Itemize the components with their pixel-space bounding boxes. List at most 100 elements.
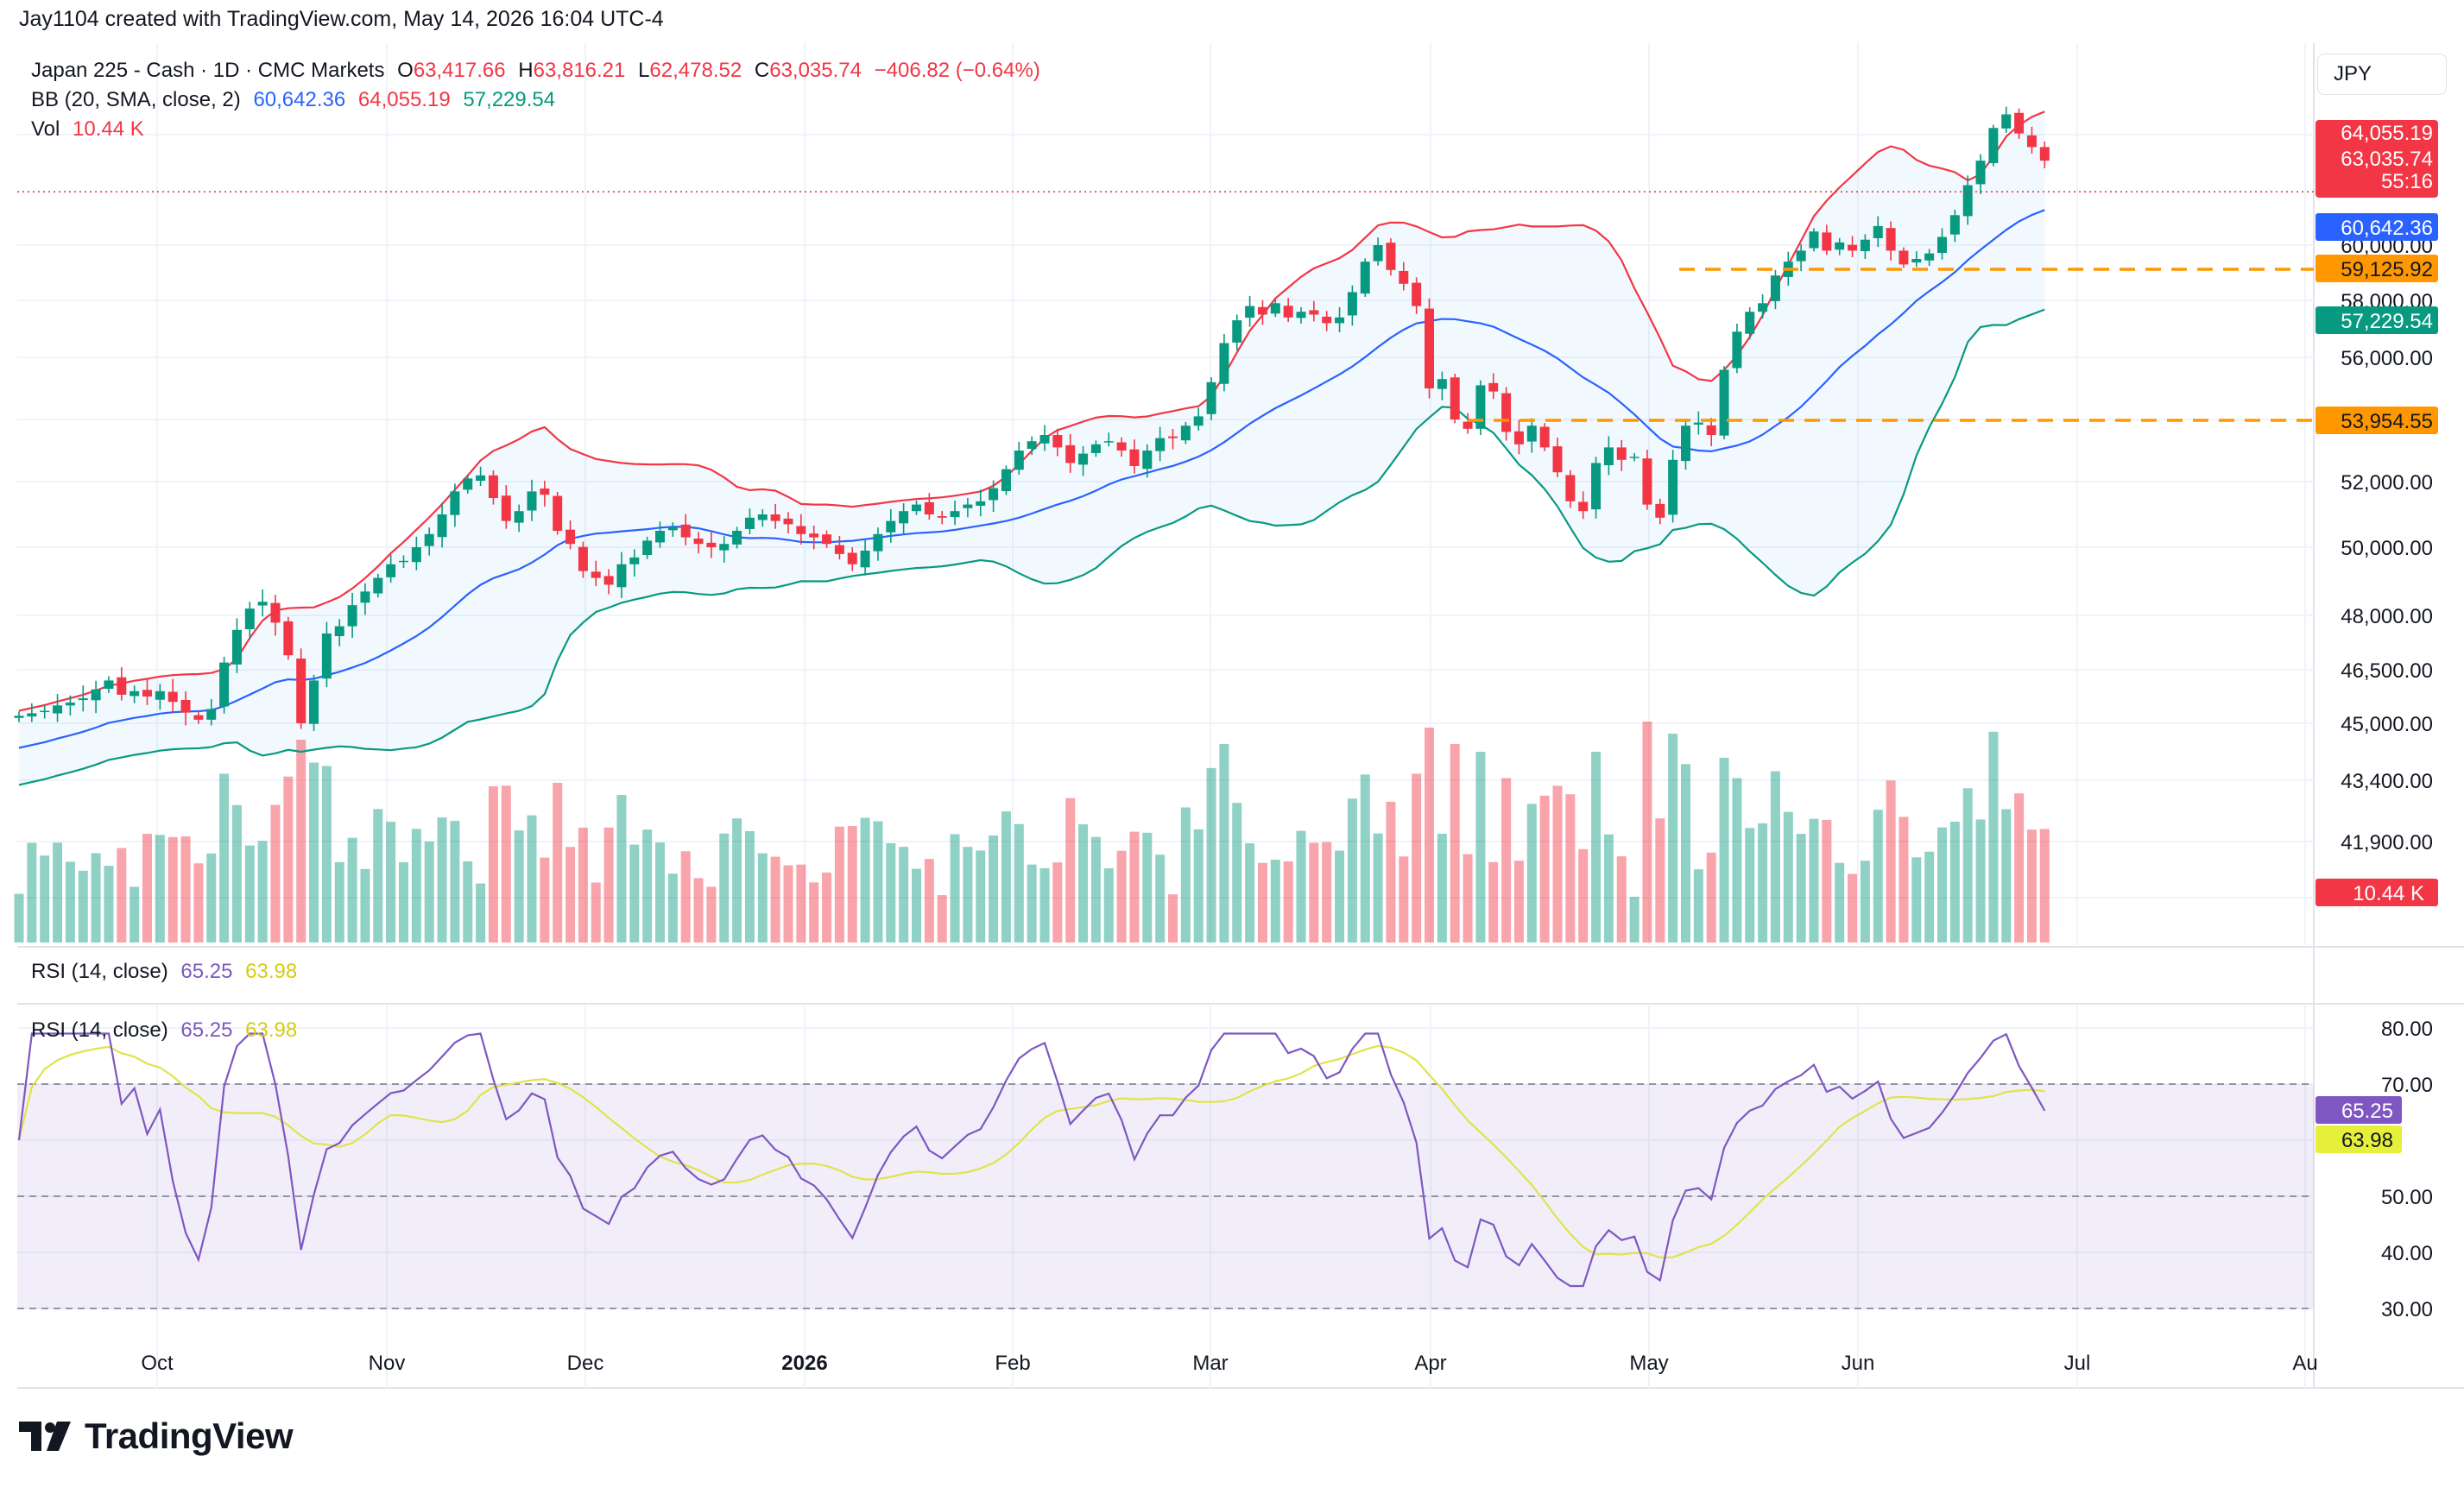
volume-bar	[655, 842, 665, 943]
volume-bar	[1848, 873, 1858, 943]
volume-bar	[283, 776, 294, 943]
candle-body	[1245, 306, 1255, 318]
rsi-ma-badge-label: 63.98	[2341, 1129, 2393, 1152]
candles	[14, 106, 2050, 731]
volume-bar	[553, 783, 563, 943]
candle-body	[1949, 215, 1960, 235]
candle-body	[488, 475, 498, 498]
candle-body	[1052, 435, 1063, 448]
volume-bar	[1962, 788, 1973, 943]
rsi-value-2: 65.25	[180, 1018, 233, 1042]
candle-body	[1322, 316, 1332, 324]
volume-bar	[1168, 894, 1178, 943]
candle-body	[1886, 228, 1896, 251]
candle-body	[1975, 161, 1986, 185]
volume-bar	[463, 861, 473, 943]
candle-body	[693, 538, 704, 545]
candle-body	[1437, 379, 1447, 389]
candle-body	[219, 662, 230, 707]
volume-bar	[963, 847, 973, 943]
volume-bar	[450, 821, 460, 943]
volume-bar	[1245, 843, 1255, 943]
candle-body	[1962, 185, 1973, 217]
volume-bar	[834, 826, 844, 943]
volume-bar	[1090, 836, 1101, 943]
candle-body	[1090, 444, 1101, 453]
volume-bar	[1450, 743, 1460, 943]
candle-body	[270, 602, 281, 623]
candle-body	[744, 517, 755, 529]
rsi-label[interactable]: RSI (14, close)	[31, 960, 168, 983]
candle-body	[231, 629, 242, 665]
volume-bar	[642, 829, 653, 943]
candle-body	[334, 626, 344, 637]
volume-bar	[1899, 817, 1909, 943]
volume-bar	[1860, 861, 1870, 943]
price-tick-label: 48,000.00	[2341, 605, 2433, 628]
candle-body	[2014, 112, 2025, 134]
candle-body	[989, 488, 999, 501]
candle-body	[1924, 253, 1935, 261]
volume-bar	[1052, 862, 1063, 943]
rsi-label-2[interactable]: RSI (14, close)	[31, 1018, 168, 1042]
candle-body	[2039, 147, 2050, 161]
symbol-name[interactable]: Japan 225 - Cash · 1D · CMC Markets	[31, 59, 385, 82]
candle-body	[924, 501, 934, 514]
candle-body	[155, 690, 165, 700]
volume-bar	[757, 853, 768, 943]
volume-bar	[1681, 764, 1690, 943]
candle-body	[244, 608, 255, 630]
volume-bar	[1488, 861, 1499, 943]
rsi-tick-label: 30.00	[2381, 1298, 2433, 1321]
rsi-tick-label: 40.00	[2381, 1242, 2433, 1265]
volume-bar	[1437, 833, 1447, 943]
volume-bar	[693, 878, 704, 943]
volume-bar	[873, 821, 883, 943]
candle-body	[1848, 244, 1858, 251]
candle-body	[1860, 239, 1870, 251]
candle-body	[783, 518, 793, 525]
volume-bar	[1796, 834, 1806, 943]
candle-body	[553, 495, 563, 531]
candle-body	[193, 715, 204, 720]
candle-body	[450, 491, 460, 515]
bb-label[interactable]: BB (20, SMA, close, 2)	[31, 88, 241, 111]
volume-bar	[270, 804, 281, 943]
tradingview-logo[interactable]: TradingView	[19, 1415, 294, 1457]
volume-bar	[783, 865, 793, 943]
volume-bar	[2014, 793, 2025, 943]
volume-bar	[603, 827, 614, 943]
candle-body	[667, 527, 678, 531]
candle-body	[104, 680, 114, 689]
volume-label[interactable]: Vol	[31, 117, 60, 141]
volume-bar	[1655, 818, 1665, 943]
time-tick-label: Feb	[995, 1352, 1030, 1375]
volume-bar	[1219, 743, 1229, 943]
candle-body	[142, 690, 152, 697]
volume-bar	[680, 851, 691, 943]
currency-button[interactable]: JPY	[2317, 54, 2447, 95]
candle-body	[1603, 447, 1614, 465]
candle-body	[1796, 250, 1806, 262]
rsi-ma-badge-bg	[2316, 1125, 2402, 1153]
candle-body	[1668, 459, 1678, 515]
volume-bar	[1988, 731, 1999, 943]
candle-body	[514, 511, 524, 523]
volume-bars	[14, 722, 2050, 943]
candle-body	[796, 526, 806, 534]
volume-bar	[770, 856, 780, 943]
low-label: L	[638, 59, 650, 82]
candle-body	[1642, 458, 1652, 505]
candle-body	[501, 495, 511, 521]
candle-body	[1142, 451, 1153, 470]
candle-body	[809, 533, 819, 538]
candle-body	[1578, 501, 1589, 512]
bb-legend: BB (20, SMA, close, 2) 60,642.36 64,055.…	[31, 88, 562, 112]
rsi-tick-label: 50.00	[2381, 1186, 2433, 1209]
price-badge-bg	[2316, 255, 2438, 282]
bollinger-band-fill	[19, 111, 2045, 785]
volume-bar	[1616, 856, 1627, 943]
low-value: 62,478.52	[649, 59, 742, 82]
rsi-line	[17, 1032, 2046, 1288]
